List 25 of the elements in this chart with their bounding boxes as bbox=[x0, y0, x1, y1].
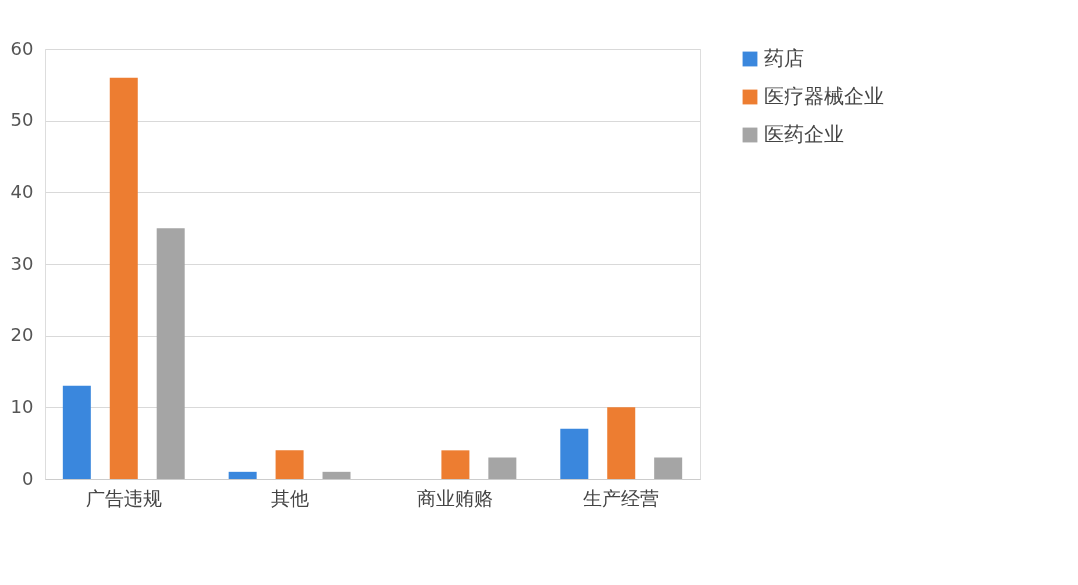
bar bbox=[654, 457, 683, 479]
y-tick-label: 30 bbox=[10, 252, 34, 274]
y-tick-label: 0 bbox=[22, 467, 34, 489]
x-tick-label: 其他 bbox=[270, 486, 309, 509]
legend-label: 药店 bbox=[764, 46, 804, 70]
legend-label: 医疗器械企业 bbox=[764, 84, 884, 108]
y-tick-label: 20 bbox=[10, 324, 34, 346]
bar bbox=[322, 471, 351, 479]
bar bbox=[441, 450, 470, 479]
x-tick-label: 广告违规 bbox=[85, 486, 162, 509]
bar bbox=[607, 407, 636, 479]
x-tick-label: 生产经营 bbox=[583, 486, 660, 509]
y-tick-label: 10 bbox=[10, 395, 34, 417]
bar bbox=[488, 457, 517, 479]
bar bbox=[560, 428, 589, 479]
bar bbox=[109, 77, 138, 479]
bar bbox=[228, 471, 257, 479]
y-tick-label: 50 bbox=[10, 109, 34, 131]
x-tick-label: 商业贿赂 bbox=[417, 486, 494, 509]
legend-label: 医药企业 bbox=[764, 122, 844, 146]
bar bbox=[62, 385, 91, 479]
bar bbox=[156, 228, 185, 479]
y-tick-label: 60 bbox=[10, 37, 34, 59]
bar bbox=[275, 450, 304, 479]
y-tick-label: 40 bbox=[10, 180, 34, 202]
